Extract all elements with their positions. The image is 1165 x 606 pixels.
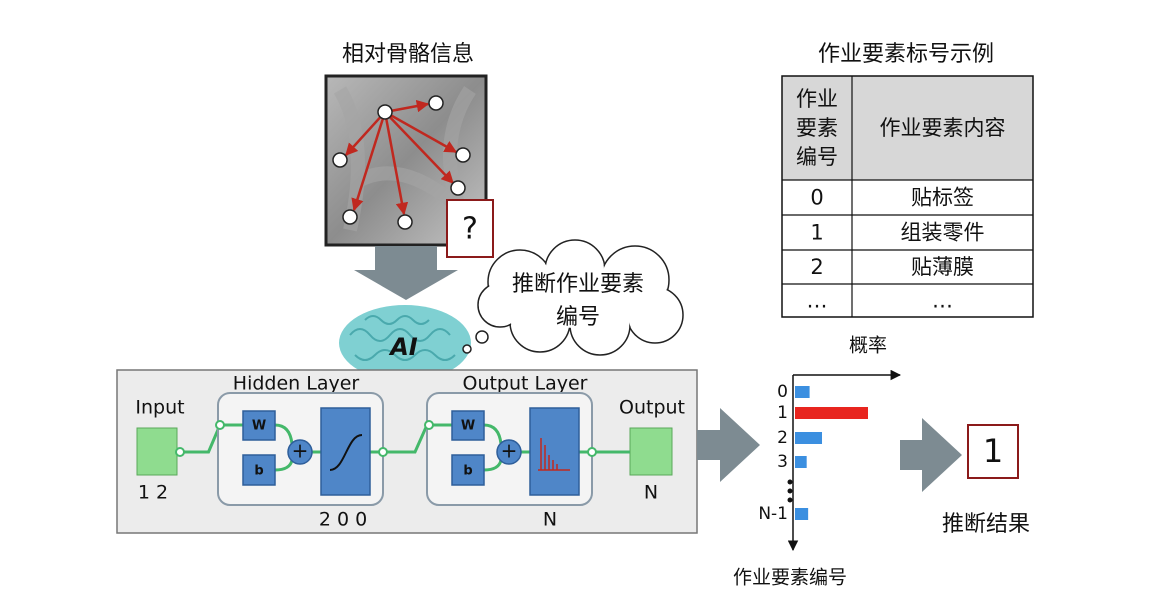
table-header-cell: 要素 bbox=[796, 116, 838, 140]
connector bbox=[175, 447, 185, 457]
thought-line: 编号 bbox=[556, 305, 600, 330]
table-border bbox=[781, 75, 1034, 318]
right-arrow bbox=[697, 408, 760, 482]
table-cell: 0 bbox=[810, 186, 823, 210]
layer: Wb + bbox=[215, 392, 388, 506]
table-header-cell: 作业要素内容 bbox=[880, 116, 1006, 140]
connector bbox=[424, 420, 434, 430]
input-size: 1 2 bbox=[138, 482, 168, 504]
ellipsis-dots bbox=[787, 479, 793, 503]
weight-label: W bbox=[461, 419, 475, 434]
category-label: 1 bbox=[777, 403, 788, 423]
bar bbox=[795, 407, 868, 419]
table-header-cell: 作业 bbox=[796, 87, 838, 111]
output-label: Output bbox=[619, 397, 685, 419]
bar bbox=[795, 432, 823, 444]
skeleton-joints bbox=[345, 99, 458, 216]
bar bbox=[795, 508, 809, 520]
table-title: 作业要素标号示例 bbox=[818, 42, 994, 67]
table-cell: 1 bbox=[810, 221, 823, 245]
joint-nodes bbox=[332, 95, 471, 230]
x-axis-label: 概率 bbox=[849, 335, 887, 357]
output-layer-size: N bbox=[543, 509, 557, 531]
sum-label: + bbox=[292, 439, 309, 463]
connection bbox=[177, 424, 222, 454]
skeleton-title: 相对骨骼信息 bbox=[342, 42, 474, 67]
layer: Wb + bbox=[424, 392, 597, 506]
table-cell: 2 bbox=[810, 255, 823, 279]
table-header-bg bbox=[782, 76, 1033, 180]
sum-node bbox=[287, 439, 313, 465]
bias-block bbox=[242, 454, 276, 486]
output-size: N bbox=[644, 482, 658, 504]
bar bbox=[795, 456, 807, 468]
hidden-size: 2 0 0 bbox=[319, 509, 367, 531]
table-cell: 贴薄膜 bbox=[911, 255, 974, 279]
table-cell: 组装零件 bbox=[901, 221, 985, 245]
table-cell: … bbox=[932, 289, 953, 313]
category-label: N-1 bbox=[758, 504, 788, 524]
connector bbox=[378, 447, 388, 457]
output-layer-label: Output Layer bbox=[462, 373, 587, 395]
input-node bbox=[136, 427, 178, 476]
brain bbox=[339, 305, 471, 381]
result-box bbox=[967, 424, 1019, 479]
unknown-box bbox=[446, 199, 494, 258]
result-value: 1 bbox=[983, 432, 1003, 470]
y-axis-label: 作业要素编号 bbox=[733, 567, 847, 589]
connector bbox=[587, 447, 597, 457]
down-arrow bbox=[354, 246, 458, 300]
connection bbox=[220, 423, 385, 472]
hidden-label: Hidden Layer bbox=[233, 373, 360, 395]
category-label: 2 bbox=[777, 428, 788, 448]
weight-block bbox=[242, 410, 276, 441]
table-header-cell: 编号 bbox=[796, 145, 838, 169]
sum-node bbox=[496, 439, 522, 465]
sum-label: + bbox=[501, 439, 518, 463]
sigmoid-icon bbox=[329, 434, 363, 471]
transfer-block bbox=[529, 407, 580, 496]
connector bbox=[215, 420, 225, 430]
connection bbox=[383, 424, 429, 454]
softmax-icon bbox=[538, 438, 570, 471]
right-arrow bbox=[900, 418, 962, 492]
connections bbox=[175, 424, 630, 457]
unknown-mark: ? bbox=[462, 212, 478, 247]
bias-label: b bbox=[254, 464, 263, 479]
category-label: 3 bbox=[777, 452, 788, 472]
table-cell: … bbox=[807, 289, 828, 313]
weight-block bbox=[451, 410, 485, 441]
bias-block bbox=[451, 454, 485, 486]
weight-label: W bbox=[252, 419, 266, 434]
bias-label: b bbox=[463, 464, 472, 479]
bar bbox=[795, 386, 810, 398]
input-label: Input bbox=[135, 397, 184, 419]
connection bbox=[429, 423, 594, 472]
table-cell: 贴标签 bbox=[911, 186, 974, 210]
output-node bbox=[629, 427, 673, 476]
thought-cloud bbox=[462, 239, 684, 356]
result-label: 推断结果 bbox=[942, 512, 1030, 537]
brain-label: AI bbox=[388, 333, 418, 361]
thought-line: 推断作业要素 bbox=[512, 272, 644, 297]
category-label: 0 bbox=[777, 382, 788, 402]
